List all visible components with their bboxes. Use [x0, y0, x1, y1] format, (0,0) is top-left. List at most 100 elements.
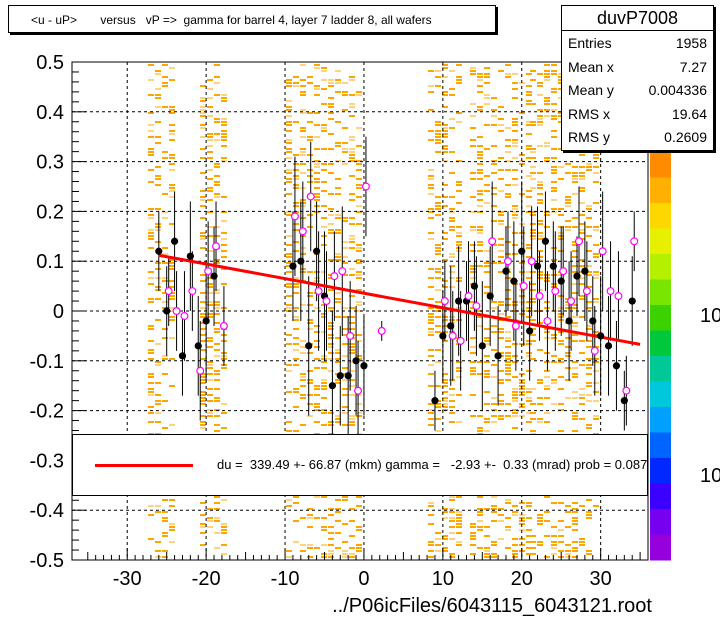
histogram-cell: [579, 229, 585, 231]
histogram-cell: [505, 415, 511, 417]
histogram-cell: [207, 157, 213, 159]
histogram-cell: [155, 175, 161, 177]
data-point-open: [559, 267, 568, 276]
histogram-cell: [572, 322, 578, 324]
histogram-cell: [162, 427, 168, 429]
histogram-cell: [155, 97, 161, 99]
data-point-open: [488, 237, 497, 246]
histogram-cell: [512, 550, 518, 552]
histogram-cell: [207, 133, 213, 135]
histogram-cell: [221, 412, 227, 414]
histogram-cell: [148, 94, 154, 96]
histogram-cell: [169, 67, 175, 69]
histogram-cell: [558, 208, 564, 210]
data-point-filled: [502, 267, 510, 275]
histogram-cell: [477, 154, 483, 156]
histogram-cell: [449, 253, 455, 255]
histogram-cell: [530, 328, 536, 330]
histogram-cell: [155, 166, 161, 168]
histogram-cell: [335, 259, 341, 261]
histogram-cell: [512, 121, 518, 123]
histogram-cell: [293, 502, 299, 504]
histogram-cell: [505, 346, 511, 348]
histogram-cell: [537, 349, 543, 351]
histogram-cell: [456, 232, 462, 234]
histogram-cell: [491, 160, 497, 162]
histogram-cell: [491, 496, 497, 498]
histogram-cell: [449, 271, 455, 273]
histogram-cell: [342, 328, 348, 330]
stats-value: 19.64: [671, 105, 707, 122]
histogram-cell: [449, 118, 455, 120]
histogram-cell: [207, 346, 213, 348]
histogram-cell: [428, 505, 434, 507]
histogram-cell: [526, 103, 532, 105]
histogram-cell: [537, 250, 543, 252]
histogram-cell: [470, 415, 476, 417]
histogram-cell: [293, 316, 299, 318]
palette-cell: [650, 305, 671, 331]
histogram-cell: [449, 379, 455, 381]
histogram-cell: [498, 190, 504, 192]
data-point-open: [543, 316, 552, 325]
histogram-cell: [498, 106, 504, 108]
histogram-cell: [169, 187, 175, 189]
histogram-cell: [207, 364, 213, 366]
histogram-cell: [579, 403, 585, 405]
histogram-cell: [207, 178, 213, 180]
histogram-cell: [558, 358, 564, 360]
histogram-cell: [162, 556, 168, 558]
data-point-filled: [518, 247, 526, 255]
histogram-cell: [349, 421, 355, 423]
histogram-cell: [442, 136, 448, 138]
histogram-cell: [572, 418, 578, 420]
histogram-cell: [526, 529, 532, 531]
histogram-cell: [300, 172, 306, 174]
histogram-cell: [162, 211, 168, 213]
histogram-cell: [435, 142, 441, 144]
histogram-cell: [335, 418, 341, 420]
histogram-cell: [207, 286, 213, 288]
histogram-cell: [148, 124, 154, 126]
histogram-cell: [512, 244, 518, 246]
histogram-cell: [530, 340, 536, 342]
histogram-cell: [572, 340, 578, 342]
histogram-cell: [498, 538, 504, 540]
histogram-cell: [512, 553, 518, 555]
histogram-cell: [214, 502, 220, 504]
histogram-cell: [526, 301, 532, 303]
histogram-cell: [214, 415, 220, 417]
histogram-cell: [342, 82, 348, 84]
histogram-cell: [530, 541, 536, 543]
histogram-cell: [565, 511, 571, 513]
histogram-cell: [349, 235, 355, 237]
histogram-cell: [526, 256, 532, 258]
histogram-cell: [200, 376, 206, 378]
histogram-cell: [293, 277, 299, 279]
histogram-cell: [207, 115, 213, 117]
histogram-cell: [428, 232, 434, 234]
histogram-cell: [470, 265, 476, 267]
histogram-cell: [512, 178, 518, 180]
histogram-cell: [349, 385, 355, 387]
histogram-cell: [148, 232, 154, 234]
histogram-cell: [214, 193, 220, 195]
histogram-cell: [214, 517, 220, 519]
histogram-cell: [207, 292, 213, 294]
histogram-cell: [526, 148, 532, 150]
histogram-cell: [530, 232, 536, 234]
histogram-cell: [207, 250, 213, 252]
histogram-cell: [558, 166, 564, 168]
histogram-cell: [519, 388, 525, 390]
histogram-cell: [442, 238, 448, 240]
histogram-cell: [593, 382, 599, 384]
histogram-cell: [551, 379, 557, 381]
histogram-cell: [593, 166, 599, 168]
histogram-cell: [512, 214, 518, 216]
histogram-cell: [586, 274, 592, 276]
histogram-cell: [286, 100, 292, 102]
histogram-cell: [200, 247, 206, 249]
histogram-cell: [456, 121, 462, 123]
histogram-cell: [505, 517, 511, 519]
histogram-cell: [342, 109, 348, 111]
